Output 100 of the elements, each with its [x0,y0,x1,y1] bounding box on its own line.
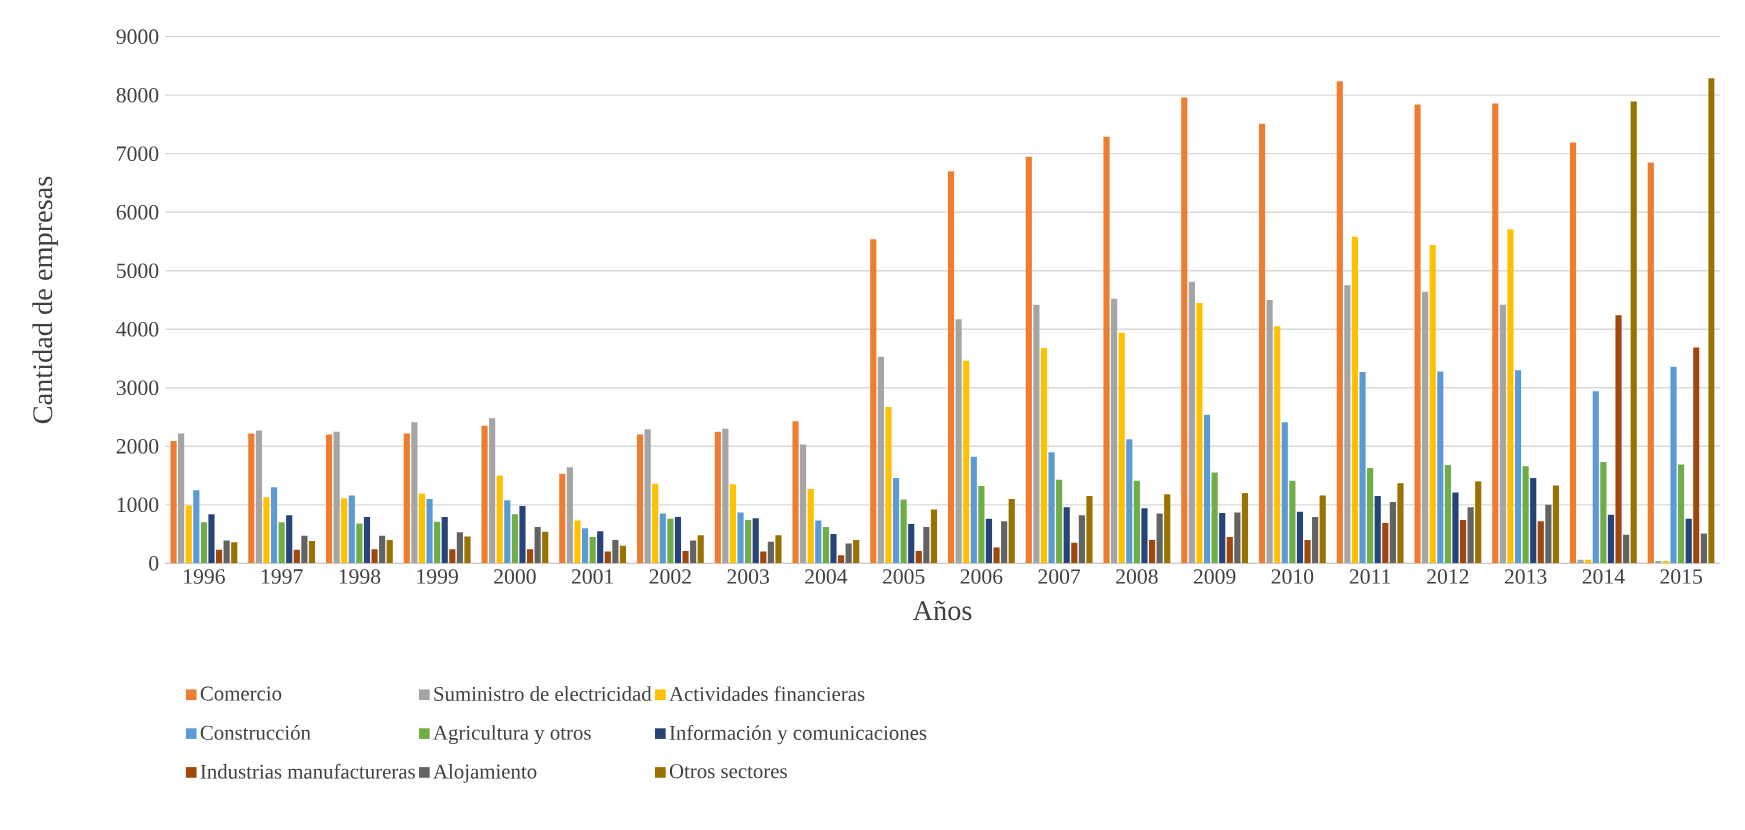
bar [1234,512,1241,564]
y-tick-label: 0 [149,556,159,571]
bar [270,487,278,564]
bar [1382,522,1389,564]
bar [1693,347,1700,564]
x-tick-label: 1999 [417,569,458,584]
bar [1001,521,1008,564]
bar [1359,371,1366,564]
bar [1063,507,1070,564]
bar [1552,485,1560,564]
bar [822,527,829,564]
bar [682,551,689,564]
bar [1103,136,1110,564]
bar [985,518,993,564]
bar [714,431,721,564]
bar [223,540,230,564]
bar [464,536,471,564]
bar [697,535,704,564]
legend-label: Comercio [200,686,282,701]
x-tick-label: 1997 [261,569,303,584]
y-tick-label: 7000 [117,146,159,162]
bar [1196,302,1203,564]
bar [1304,539,1311,564]
bar [722,428,729,564]
bar [1111,298,1118,564]
bar [356,523,363,564]
x-tick-label: 2006 [960,569,1003,584]
x-tick-label: 2008 [1116,569,1158,584]
bar [1545,504,1552,564]
bar [1118,332,1125,564]
bar [815,520,822,564]
bar [208,514,215,564]
y-tick-label: 4000 [116,321,159,337]
bar [426,498,433,564]
x-tick-label: 2004 [805,569,848,584]
bar [363,517,371,564]
bar [1475,481,1482,564]
x-tick-label: 2001 [571,569,614,584]
bar [574,520,581,564]
bar [278,522,285,564]
bar [341,498,348,564]
bar [566,467,573,564]
bar [775,535,782,564]
bar [619,545,627,564]
bar [659,513,666,564]
x-axis-title: Años [912,600,972,621]
bar [1630,101,1637,564]
x-tick-label: 2014 [1582,569,1625,584]
y-tick-label: 6000 [116,204,159,220]
bar [1219,513,1226,564]
bar [1181,97,1188,564]
bar [644,429,651,564]
bar [496,475,503,564]
bar [185,505,192,564]
bar [1374,496,1381,564]
bar [837,555,845,564]
x-tick-label: 1998 [339,569,381,584]
bar [1164,494,1171,564]
bar [729,484,737,564]
bar [1647,162,1654,564]
bar [1040,347,1048,564]
bar [170,441,177,564]
bar [1226,536,1233,564]
bar [542,531,549,564]
bar [1336,81,1343,564]
bar [534,527,541,564]
bar [371,549,378,564]
bar [877,356,884,564]
bar [885,407,892,564]
bar [581,528,589,564]
bar [1211,472,1218,564]
bar [1507,229,1514,564]
bar [1444,465,1451,564]
bar [978,486,985,564]
bar [690,540,697,564]
bar [286,515,293,564]
bar [667,518,674,564]
bar [870,239,877,564]
bar [830,534,837,564]
bar [1522,466,1529,564]
bar [760,551,767,564]
bar [1056,479,1063,564]
x-tick-label: 2003 [727,569,769,584]
bar [489,418,496,564]
bar [1351,236,1359,564]
bar [1367,467,1374,564]
x-tick-label: 2005 [882,569,925,584]
bar [792,421,799,564]
bar [1678,464,1685,564]
y-tick-label: 5000 [117,263,159,279]
bar [636,434,644,564]
bar [1319,495,1326,564]
x-tick-label: 2009 [1193,569,1236,584]
bar [930,509,938,564]
x-tick-label: 2002 [649,569,691,584]
bar [411,422,418,564]
bar [1008,498,1015,564]
bar [1241,493,1249,564]
bar [1670,366,1677,564]
bar [1188,281,1195,564]
